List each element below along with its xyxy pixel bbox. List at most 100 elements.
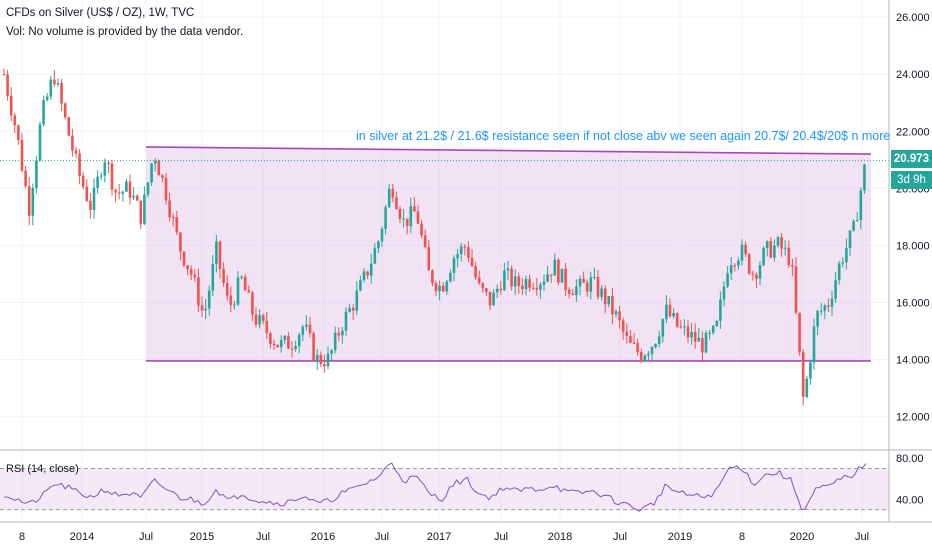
candle-body — [513, 276, 517, 287]
rsi-legend[interactable]: RSI (14, close) — [6, 463, 79, 475]
candle-body — [45, 96, 49, 101]
candle-body — [603, 288, 607, 305]
candle-body — [668, 304, 672, 317]
time-axis-label: Jul — [855, 531, 869, 543]
candle-body — [53, 79, 56, 85]
candle-body — [459, 246, 463, 255]
candle-body — [323, 364, 326, 367]
candle-body — [373, 248, 377, 264]
candle-body — [2, 74, 6, 76]
candle-body — [164, 177, 168, 201]
candle-body — [276, 344, 279, 348]
price-axis-label: 22.000 — [896, 126, 930, 138]
candle-body — [456, 254, 459, 259]
candle-body — [99, 175, 103, 177]
candle-body — [701, 337, 704, 353]
candle-body — [42, 100, 45, 125]
time-axis-label: Jul — [139, 531, 153, 543]
time-axis-label: Jul — [613, 531, 627, 543]
candle-body — [499, 288, 503, 291]
candle-body — [146, 182, 150, 195]
candle-body — [585, 282, 589, 292]
candle-body — [528, 279, 531, 288]
candle-body — [362, 271, 366, 281]
candle-body — [503, 270, 506, 291]
candle-body — [621, 320, 625, 332]
candle-body — [495, 288, 499, 293]
candle-body — [405, 218, 409, 227]
candle-body — [125, 181, 128, 192]
chart-annotation-text[interactable]: in silver at 21.2$ / 21.6$ resistance se… — [356, 129, 891, 143]
candle-body — [560, 268, 564, 283]
candle-body — [531, 287, 535, 289]
candle-body — [747, 254, 751, 274]
candle-body — [103, 162, 107, 176]
candle-body — [776, 237, 780, 246]
candle-body — [773, 245, 776, 258]
candle-body — [413, 206, 416, 212]
candle-body — [837, 263, 841, 281]
channel-upper-line[interactable] — [145, 146, 872, 155]
candle-body — [168, 200, 171, 217]
candle-body — [20, 139, 24, 171]
time-axis-label: 2017 — [427, 531, 451, 543]
candle-body — [6, 74, 9, 96]
time-axis-label: 2016 — [311, 531, 335, 543]
candle-body — [395, 197, 398, 209]
candle-body — [578, 278, 582, 287]
candle-body — [697, 337, 701, 342]
candle-body — [175, 217, 179, 233]
candle-body — [823, 305, 827, 311]
candle-body — [153, 161, 157, 164]
candle-body — [218, 241, 222, 269]
candle-body — [762, 248, 765, 266]
candle-body — [269, 333, 272, 344]
candle-body — [416, 211, 420, 224]
candle-body — [445, 281, 449, 292]
candle-body — [672, 313, 675, 317]
price-channel[interactable] — [145, 146, 872, 362]
candle-body — [733, 265, 737, 267]
candle-body — [308, 324, 312, 334]
candle-body — [247, 290, 251, 293]
candle-body — [661, 319, 665, 337]
candle-body — [632, 342, 636, 344]
candle-body — [128, 181, 132, 198]
candle-body — [333, 332, 337, 351]
candle-body — [524, 279, 528, 290]
rsi-axis-label: 80.00 — [896, 453, 924, 465]
candle-body — [643, 355, 647, 361]
candle-body — [351, 307, 355, 311]
candle-body — [683, 326, 686, 328]
candle-body — [549, 274, 553, 276]
candle-body — [467, 247, 470, 258]
chart-grid — [0, 0, 889, 522]
time-axis-label: 2015 — [190, 531, 214, 543]
candle-body — [791, 265, 794, 267]
candle-body — [704, 332, 708, 353]
candle-body — [265, 320, 269, 334]
candle-body — [38, 124, 42, 161]
candle-body — [110, 163, 114, 190]
candle-body — [607, 296, 611, 305]
candle-body — [639, 352, 643, 361]
candle-body — [722, 286, 726, 300]
candle-body — [384, 207, 387, 229]
candle-body — [618, 311, 621, 321]
symbol-legend[interactable]: CFDs on Silver (US$ / OZ), 1W, TVC — [6, 7, 195, 19]
candle-body — [679, 326, 683, 328]
candle-body — [564, 268, 567, 290]
candle-body — [751, 273, 755, 275]
candle-body — [17, 125, 20, 140]
candle-body — [693, 332, 697, 342]
rsi-pane[interactable] — [0, 449, 932, 512]
candle-body — [420, 223, 423, 236]
candle-body — [121, 191, 125, 194]
candle-body — [647, 353, 650, 356]
candle-body — [567, 289, 571, 294]
candle-body — [35, 160, 38, 188]
time-axis-label: 2019 — [668, 531, 692, 543]
candle-body — [423, 235, 427, 248]
